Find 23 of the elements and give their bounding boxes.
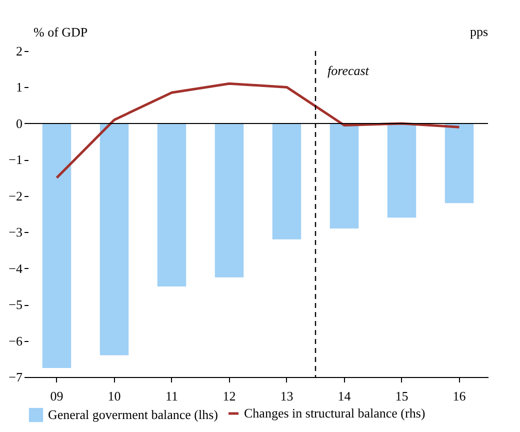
y-tick-label: −5 xyxy=(8,297,22,312)
y-tick-label: −7 xyxy=(8,370,23,384)
ref-line-label: forecast xyxy=(328,63,370,78)
y-tick-label: −1 xyxy=(8,152,22,168)
legend-label: Changes in structural balance (rhs) xyxy=(244,406,426,420)
x-tick-label: 13 xyxy=(280,388,294,404)
x-tick-label: 15 xyxy=(395,388,408,404)
legend-label: General goverment balance (lhs) xyxy=(48,407,218,422)
x-tick-label: 16 xyxy=(452,388,466,404)
x-tick-label: 11 xyxy=(165,388,178,404)
x-tick-label: 12 xyxy=(222,388,236,404)
text: pps xyxy=(470,24,488,39)
y-tick-label: −3 xyxy=(8,224,22,240)
y-tick-label: 2 xyxy=(16,44,22,58)
x-tick-label: 10 xyxy=(108,388,121,404)
y-axis-title: % of GDP xyxy=(34,24,88,40)
y-tick-label: −6 xyxy=(8,333,23,348)
y-tick-label: −4 xyxy=(8,260,23,276)
x-tick-label: 09 xyxy=(50,388,64,404)
y-tick-label: −2 xyxy=(8,188,22,204)
x-tick-label: 14 xyxy=(338,388,352,404)
y-tick-label: 0 xyxy=(16,116,22,131)
y-tick-label: 1 xyxy=(16,80,22,95)
